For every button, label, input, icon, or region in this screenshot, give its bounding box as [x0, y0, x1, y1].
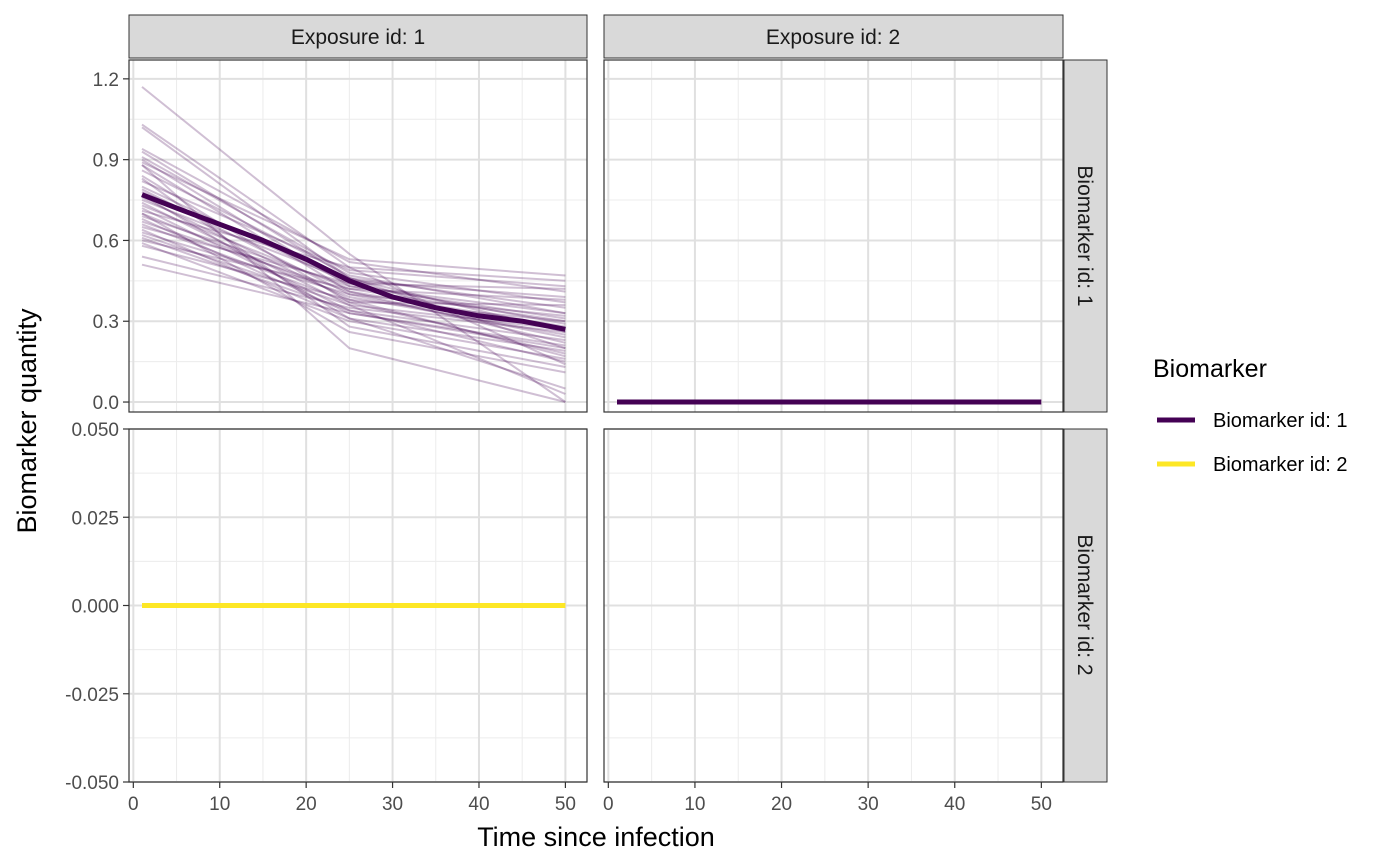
y-tick-label: 1.2 — [93, 70, 119, 91]
legend-label-biomarker-2: Biomarker id: 2 — [1213, 454, 1348, 476]
individual-trajectory-line — [141, 236, 566, 342]
individual-trajectory-line — [141, 164, 566, 403]
individual-trajectory-line — [141, 123, 566, 366]
x-tick-label: 30 — [858, 794, 879, 815]
series-line — [141, 192, 566, 332]
individual-trajectory-line — [141, 215, 566, 315]
individual-trajectory-line — [141, 158, 566, 320]
y-tick-label: -0.025 — [65, 685, 119, 706]
individual-trajectory-line — [141, 161, 566, 277]
x-tick-label: 30 — [382, 794, 403, 815]
legend-title: Biomarker — [1153, 355, 1267, 383]
x-tick-label: 50 — [555, 794, 576, 815]
y-axis-title: Biomarker quantity — [12, 308, 42, 534]
individual-trajectory-line — [141, 207, 566, 363]
individual-trajectory-line — [141, 156, 566, 304]
y-tick-label: 0.9 — [93, 151, 119, 172]
data-layer — [141, 86, 1042, 608]
individual-trajectory-line — [141, 193, 566, 390]
panel-border — [603, 59, 1064, 413]
x-tick-label: 0 — [603, 794, 614, 815]
strip-row-1-label: Biomarker id: 1 — [1073, 165, 1096, 306]
individual-trajectory-line — [141, 196, 566, 358]
individual-trajectory-line — [141, 169, 566, 315]
strip-row-2-label: Biomarker id: 2 — [1073, 534, 1096, 675]
individual-trajectory-line — [141, 204, 566, 323]
individual-trajectory-line — [141, 180, 566, 288]
x-tick-label: 40 — [944, 794, 965, 815]
legend-label-biomarker-1: Biomarker id: 1 — [1213, 410, 1348, 432]
individual-trajectory-line — [141, 242, 566, 360]
panel-background — [604, 60, 1063, 412]
individual-trajectory-line — [141, 228, 566, 352]
individual-trajectory-line — [141, 239, 566, 301]
x-tick-label: 50 — [1031, 794, 1052, 815]
strip-col-2-bg — [603, 14, 1064, 59]
strip-col-1-label: Exposure id: 1 — [291, 26, 425, 49]
grid-layer — [129, 60, 1063, 783]
individual-trajectory-line — [141, 212, 566, 374]
x-tick-label: 10 — [209, 794, 230, 815]
individual-trajectory-line — [141, 220, 566, 328]
individual-trajectory-line — [141, 223, 566, 307]
y-tick-label: -0.050 — [65, 773, 119, 794]
panel-border — [128, 59, 588, 413]
x-tick-label: 20 — [771, 794, 792, 815]
strip-row-1-bg — [1063, 59, 1108, 413]
individual-trajectory-line — [141, 226, 566, 290]
individual-trajectory-line — [141, 212, 566, 336]
y-tick-label: 0.025 — [71, 508, 119, 529]
strip-col-1-bg — [128, 14, 588, 59]
y-tick-label: 0.0 — [93, 393, 119, 414]
individual-trajectory-line — [141, 255, 566, 333]
x-tick-label: 10 — [684, 794, 705, 815]
y-tick-label: 0.6 — [93, 231, 119, 252]
tick-layer: 0 0 10 10 20 20 30 30 40 40 50 50 0.0 0.3 0.6 0.9 1.2 -0.… — [65, 70, 1052, 815]
individual-trajectory-line — [141, 209, 566, 282]
x-tick-label: 20 — [296, 794, 317, 815]
legend: Biomarker Biomarker id: 1 Biomarker id: … — [1153, 355, 1348, 476]
individual-trajectory-line — [141, 263, 566, 347]
individual-trajectory-line — [141, 231, 566, 317]
strip-row-2-bg — [1063, 428, 1108, 783]
individual-trajectory-line — [141, 244, 566, 323]
y-tick-label: 0.3 — [93, 312, 119, 333]
panel-background — [129, 60, 587, 412]
x-tick-label: 40 — [468, 794, 489, 815]
y-tick-label: 0.050 — [71, 420, 119, 441]
individual-trajectory-line — [141, 174, 566, 355]
x-axis-title: Time since infection — [477, 822, 715, 852]
strip-col-2-label: Exposure id: 2 — [766, 26, 900, 49]
x-tick-label: 0 — [128, 794, 139, 815]
y-tick-label: 0.000 — [71, 597, 119, 618]
individual-trajectory-line — [141, 86, 566, 403]
individual-trajectory-line — [141, 201, 566, 395]
individual-trajectory-line — [141, 188, 566, 339]
individual-trajectory-line — [141, 234, 566, 331]
individual-trajectory-line — [141, 164, 566, 344]
individual-trajectory-line — [141, 148, 566, 293]
individual-trajectory-line — [141, 177, 566, 368]
panel-border — [603, 428, 1064, 783]
individual-trajectory-line — [141, 217, 566, 350]
